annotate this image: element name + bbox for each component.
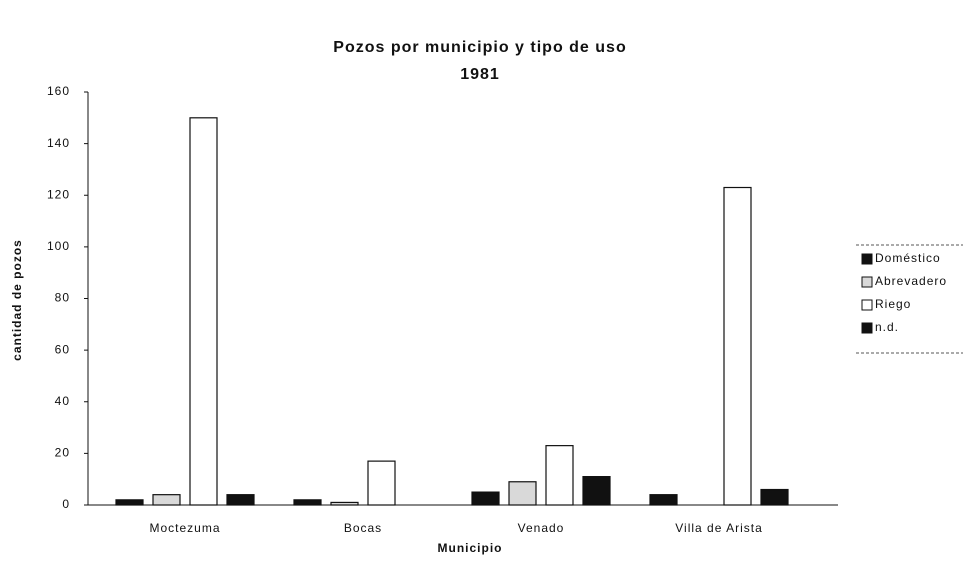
chart-title: Pozos por municipio y tipo de uso bbox=[333, 39, 626, 56]
y-tick-label: 140 bbox=[47, 136, 70, 150]
y-tick-label: 80 bbox=[55, 291, 70, 305]
y-tick-label: 40 bbox=[55, 394, 70, 408]
x-tick-label: Moctezuma bbox=[149, 521, 220, 535]
x-tick-label: Villa de Arista bbox=[675, 521, 763, 535]
legend-label: n.d. bbox=[875, 320, 899, 334]
x-axis-label: Municipio bbox=[438, 541, 503, 555]
chart-subtitle: 1981 bbox=[460, 66, 500, 83]
y-axis-label: cantidad de pozos bbox=[10, 239, 24, 361]
x-tick-label: Venado bbox=[518, 521, 565, 535]
bar bbox=[293, 499, 322, 506]
bar bbox=[508, 481, 537, 506]
y-tick-label: 160 bbox=[47, 84, 70, 98]
y-tick-label: 20 bbox=[55, 446, 70, 460]
y-tick-label: 100 bbox=[47, 239, 70, 253]
legend-label: Abrevadero bbox=[875, 274, 947, 288]
bar bbox=[189, 117, 218, 506]
legend-label: Doméstico bbox=[875, 251, 941, 265]
y-tick-label: 120 bbox=[47, 187, 70, 201]
bar bbox=[649, 494, 678, 506]
bar bbox=[152, 494, 181, 506]
legend-swatch bbox=[861, 276, 873, 288]
bar bbox=[545, 445, 574, 506]
legend-label: Riego bbox=[875, 297, 911, 311]
bar bbox=[582, 476, 611, 506]
bar bbox=[367, 460, 396, 506]
bar bbox=[723, 186, 752, 506]
y-tick-label: 60 bbox=[55, 342, 70, 356]
bar bbox=[760, 488, 789, 506]
x-tick-label: Bocas bbox=[344, 521, 382, 535]
legend-swatch bbox=[861, 253, 873, 265]
bar bbox=[226, 494, 255, 506]
bar bbox=[471, 491, 500, 506]
legend-swatch bbox=[861, 322, 873, 334]
legend-swatch bbox=[861, 299, 873, 311]
bar bbox=[330, 501, 359, 506]
y-tick-label: 0 bbox=[62, 497, 70, 511]
bar bbox=[115, 499, 144, 506]
